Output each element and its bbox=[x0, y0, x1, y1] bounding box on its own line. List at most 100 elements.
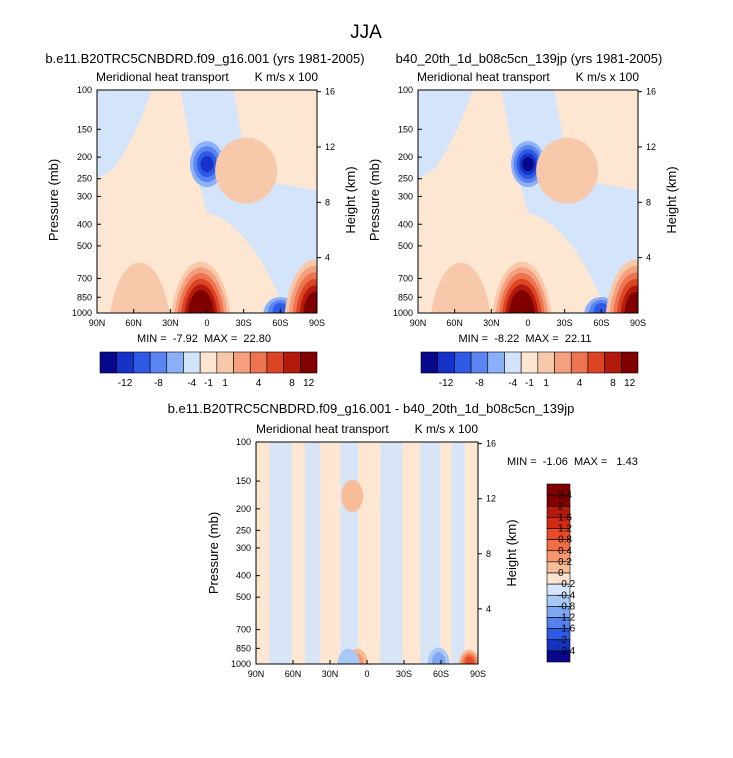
latitude-tick-label: 90S bbox=[309, 318, 325, 328]
colorbar-label: 0.4 bbox=[558, 546, 572, 557]
colorbar-swatch bbox=[537, 351, 555, 374]
colorbar: 2.421.61.20.80.40.20-0.2-0.4-0.8-1.2-1.6… bbox=[546, 483, 576, 663]
pressure-tick-label: 200 bbox=[236, 504, 251, 514]
negative-region bbox=[380, 442, 403, 664]
colorbar-label: -12 bbox=[118, 378, 133, 389]
colorbar-label: 0.2 bbox=[558, 557, 572, 568]
pressure-tick-label: 150 bbox=[398, 124, 413, 134]
colorbar-swatch bbox=[249, 351, 268, 374]
colorbar-swatch bbox=[116, 351, 134, 374]
pressure-tick-label: 1000 bbox=[393, 308, 413, 318]
colorbar-label: -2 bbox=[558, 635, 567, 646]
latitude-tick-label: 90N bbox=[248, 669, 265, 679]
colorbar-swatch bbox=[487, 351, 505, 374]
height-tick-label: 12 bbox=[646, 142, 656, 152]
panel-title: b40_20th_1d_b08c5cn_139jp (yrs 1981-2005… bbox=[396, 51, 663, 66]
colorbar-swatch bbox=[166, 351, 184, 374]
height-tick-label: 16 bbox=[325, 87, 335, 97]
height-tick-label: 8 bbox=[325, 197, 330, 207]
pressure-tick-label: 500 bbox=[236, 592, 251, 602]
contour-level bbox=[200, 156, 214, 173]
pressure-tick-label: 850 bbox=[398, 292, 413, 302]
latitude-tick-label: 30S bbox=[396, 669, 412, 679]
pressure-tick-label: 150 bbox=[77, 124, 92, 134]
units-label: K m/s x 100 bbox=[255, 70, 319, 84]
negative-region bbox=[269, 442, 292, 664]
colorbar-label: 1.2 bbox=[558, 524, 572, 535]
field-label: Meridional heat transport bbox=[417, 70, 550, 84]
colorbar-swatch bbox=[570, 351, 589, 374]
pressure-tick-label: 100 bbox=[398, 85, 413, 95]
pressure-tick-label: 200 bbox=[77, 152, 92, 162]
pressure-tick-label: 250 bbox=[77, 174, 92, 184]
units-label: K m/s x 100 bbox=[415, 422, 479, 436]
colorbar-swatch bbox=[437, 351, 455, 374]
pressure-tick-label: 250 bbox=[398, 174, 413, 184]
pressure-tick-label: 1000 bbox=[72, 308, 92, 318]
latitude-tick-label: 30N bbox=[483, 318, 500, 328]
pressure-tick-label: 500 bbox=[398, 241, 413, 251]
colorbar-swatch bbox=[300, 351, 318, 374]
min-max-stats: MIN = -8.22 MAX = 22.11 bbox=[458, 333, 591, 345]
pressure-axis-label: Pressure (mb) bbox=[206, 512, 221, 594]
height-axis-label: Height (km) bbox=[504, 519, 519, 586]
pressure-tick-label: 400 bbox=[236, 571, 251, 581]
latitude-tick-label: 0 bbox=[525, 318, 530, 328]
colorbar-swatch bbox=[470, 351, 489, 374]
height-tick-label: 16 bbox=[486, 439, 496, 449]
colorbar-swatch bbox=[133, 351, 151, 374]
colorbar-swatch bbox=[504, 351, 522, 374]
colorbar-swatch bbox=[621, 351, 639, 374]
contour-level bbox=[536, 137, 599, 204]
latitude-tick-label: 0 bbox=[364, 669, 369, 679]
colorbar: -12 -8 -4 -1 1 4 8 12 bbox=[99, 351, 318, 389]
pressure-tick-label: 100 bbox=[77, 85, 92, 95]
colorbar-label: 8 bbox=[289, 378, 295, 389]
colorbar-label: 1 bbox=[543, 378, 549, 389]
colorbar-label: 4 bbox=[256, 378, 262, 389]
height-tick-label: 8 bbox=[486, 549, 491, 559]
contour-plot: 100 150 200 250 300 400 500 700 850 1000 16 12 8 4 90N… bbox=[393, 85, 656, 328]
colorbar-label: -0.2 bbox=[558, 579, 576, 590]
contour-level bbox=[110, 262, 170, 313]
pressure-tick-label: 700 bbox=[398, 273, 413, 283]
colorbar-label: -1.2 bbox=[558, 613, 576, 624]
colorbar-label: -1 bbox=[204, 378, 213, 389]
pressure-tick-label: 500 bbox=[77, 241, 92, 251]
pressure-tick-label: 300 bbox=[77, 191, 92, 201]
colorbar-swatch bbox=[199, 351, 218, 374]
latitude-tick-label: 90S bbox=[630, 318, 646, 328]
height-tick-label: 4 bbox=[486, 604, 491, 614]
colorbar-swatch bbox=[233, 351, 251, 374]
contour-level bbox=[432, 652, 446, 664]
contour-plot: 100 150 200 250 300 400 500 700 850 1000 16 12 8 4 90N… bbox=[72, 85, 335, 328]
colorbar-label: -4 bbox=[187, 378, 196, 389]
min-max-stats: MIN = -1.06 MAX = 1.43 bbox=[507, 456, 638, 468]
contour-level bbox=[341, 479, 364, 512]
latitude-tick-label: 30N bbox=[322, 669, 339, 679]
pressure-tick-label: 700 bbox=[236, 625, 251, 635]
latitude-tick-label: 90N bbox=[410, 318, 427, 328]
latitude-tick-label: 60S bbox=[433, 669, 449, 679]
negative-region bbox=[451, 442, 465, 664]
colorbar-label: -2.4 bbox=[558, 646, 576, 657]
contour-plot: 100 150 200 250 300 400 500 700 850 1000 16 12 8 4 90N… bbox=[231, 437, 496, 679]
contour-level bbox=[431, 262, 491, 313]
latitude-tick-label: 0 bbox=[204, 318, 209, 328]
height-tick-label: 4 bbox=[325, 253, 330, 263]
pressure-tick-label: 700 bbox=[77, 273, 92, 283]
height-axis-label: Height (km) bbox=[664, 166, 679, 233]
colorbar-swatch bbox=[99, 351, 117, 374]
colorbar-label: 0 bbox=[558, 568, 564, 579]
colorbar-label: 4 bbox=[577, 378, 583, 389]
pressure-tick-label: 850 bbox=[236, 643, 251, 653]
colorbar-label: 0.8 bbox=[558, 535, 572, 546]
colorbar-label: 1 bbox=[222, 378, 228, 389]
latitude-tick-label: 30S bbox=[236, 318, 252, 328]
height-tick-label: 12 bbox=[325, 142, 335, 152]
pressure-tick-label: 850 bbox=[77, 292, 92, 302]
colorbar-label: 12 bbox=[303, 378, 315, 389]
pressure-axis-label: Pressure (mb) bbox=[367, 159, 382, 241]
pressure-tick-label: 300 bbox=[236, 543, 251, 553]
